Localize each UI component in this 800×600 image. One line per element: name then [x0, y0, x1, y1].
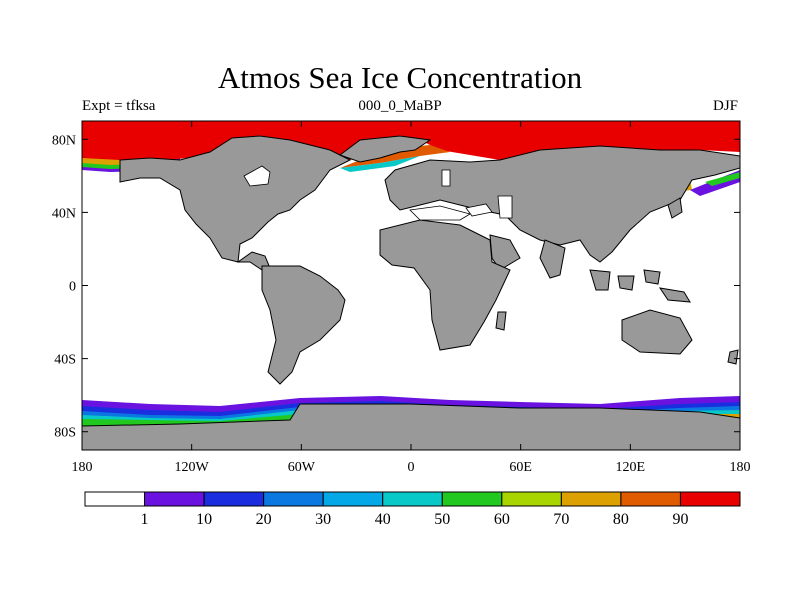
colorbar-swatch: [620, 491, 681, 507]
europe-asia: [384, 145, 740, 263]
colorbar-swatch: [144, 491, 205, 507]
colorbar-label: 20: [256, 511, 272, 528]
colorbar-label: 40: [375, 511, 391, 528]
greenland: [338, 135, 432, 163]
y-tick-label: 40S: [54, 353, 76, 368]
x-tick-label: 180: [730, 460, 751, 475]
colorbar-label: 50: [434, 511, 450, 528]
inland-waters: [243, 165, 513, 221]
colorbar-swatch: [322, 491, 384, 507]
colorbar-label: 80: [613, 511, 629, 528]
colorbar-swatch: [382, 491, 443, 507]
india: [539, 239, 566, 279]
north-america: [119, 135, 352, 263]
experiment-label: Expt = tfksa: [82, 98, 156, 114]
colorbar-swatch: [84, 491, 146, 507]
colorbar-swatch: [263, 491, 324, 507]
x-tick-label: 60W: [288, 460, 316, 475]
axis-ticks: 180 120W 60W 0 60E 120E 180 80N 40N 0 40S 80S: [52, 121, 751, 475]
x-tick-label: 60E: [509, 460, 532, 475]
colorbar-label: 60: [494, 511, 510, 528]
new-guinea: [658, 287, 691, 303]
x-tick-label: 120E: [616, 460, 646, 475]
y-tick-label: 80N: [52, 133, 76, 148]
colorbar-label: 1: [141, 511, 149, 528]
x-tick-label: 120W: [175, 460, 210, 475]
colorbar: 1 10 20 30 40 50 60 70 80 90: [84, 491, 741, 528]
labrador-ice-ramp: [340, 145, 450, 168]
chart-title: Atmos Sea Ice Concentration: [217, 60, 583, 95]
antarctica: [82, 403, 740, 450]
colorbar-swatch: [501, 491, 562, 507]
x-tick-label: 0: [408, 460, 415, 475]
colorbar-label: 30: [315, 511, 331, 528]
season-label: DJF: [712, 98, 738, 114]
colorbar-swatch: [679, 491, 741, 507]
y-tick-label: 40N: [52, 206, 76, 221]
colorbar-label: 90: [672, 511, 688, 528]
colorbar-swatch: [203, 491, 265, 507]
colorbar-label: 10: [196, 511, 212, 528]
colorbar-swatch: [441, 491, 503, 507]
labrador-ice-ramp-2: [340, 156, 420, 172]
africa: [379, 219, 511, 351]
y-tick-label: 80S: [54, 426, 76, 441]
land-masses: [82, 135, 740, 450]
colorbar-swatch: [560, 491, 622, 507]
map-area: [82, 121, 740, 450]
australia: [621, 309, 693, 355]
x-tick-label: 180: [72, 460, 93, 475]
japan: [667, 197, 683, 219]
south-america: [261, 265, 346, 385]
y-tick-label: 0: [69, 280, 76, 295]
new-zealand: [727, 349, 739, 365]
period-label: 000_0_MaBP: [358, 98, 442, 114]
southeast-asia-islands: [589, 269, 661, 291]
bering-ice-2: [705, 172, 740, 186]
madagascar: [495, 311, 507, 331]
colorbar-label: 70: [553, 511, 569, 528]
